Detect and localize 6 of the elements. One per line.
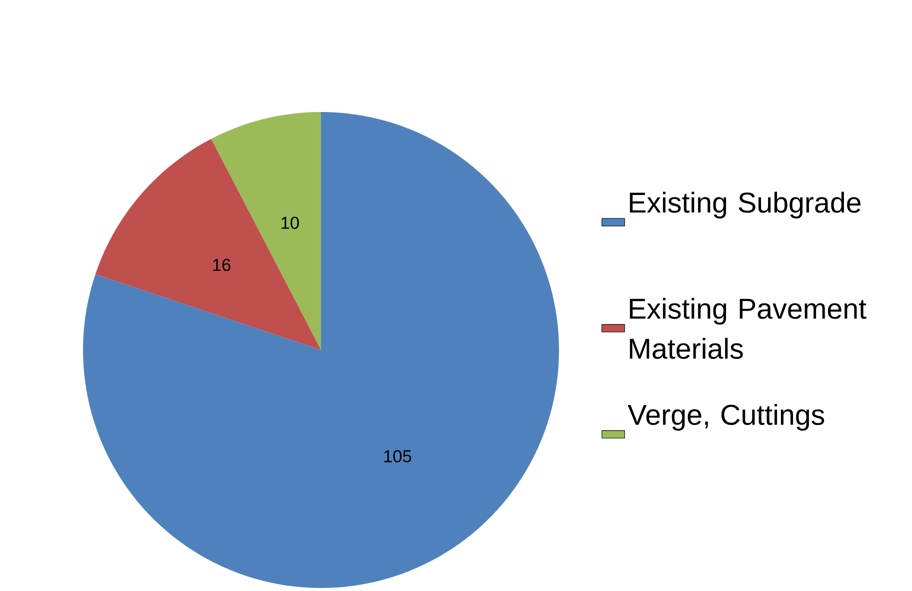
data-label: 16 — [213, 258, 230, 272]
data-label: 105 — [384, 450, 412, 462]
legend-label: Verge, Cuttings — [628, 404, 824, 431]
data-label: 10 — [282, 216, 299, 229]
legend-label: Existing Subgrade — [630, 192, 861, 218]
legend-label: Existing Pavement Materials — [630, 298, 866, 359]
